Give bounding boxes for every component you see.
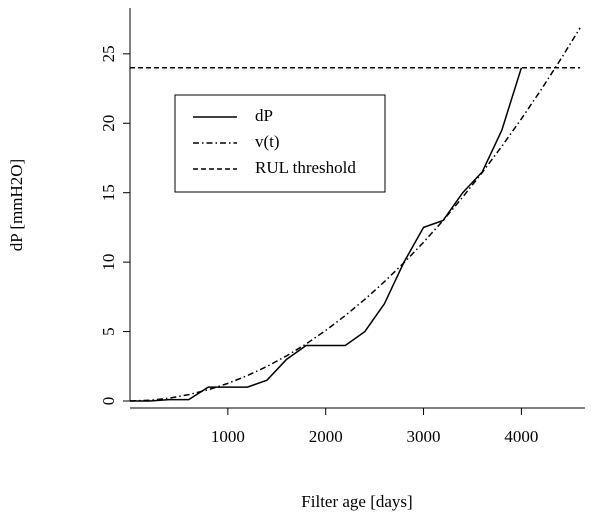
x-axis-label: Filter age [days] [301,492,412,511]
y-tick-label: 25 [99,45,118,62]
x-tick-label: 4000 [504,427,538,446]
y-tick-label: 0 [99,397,118,406]
legend-label: dP [255,106,273,125]
x-tick-label: 2000 [309,427,343,446]
y-axis-label: dP [mmH2O] [7,159,26,251]
legend-box [174,94,386,193]
x-tick-label: 3000 [407,427,441,446]
series-line [130,67,523,402]
x-tick-label: 1000 [211,427,245,446]
legend-label: v(t) [255,132,280,151]
series-line [129,27,581,402]
y-tick-label: 5 [99,327,118,336]
y-tick-label: 10 [99,254,118,271]
y-tick-label: 15 [99,184,118,201]
y-tick-label: 20 [99,115,118,132]
legend-label: RUL threshold [255,158,356,177]
